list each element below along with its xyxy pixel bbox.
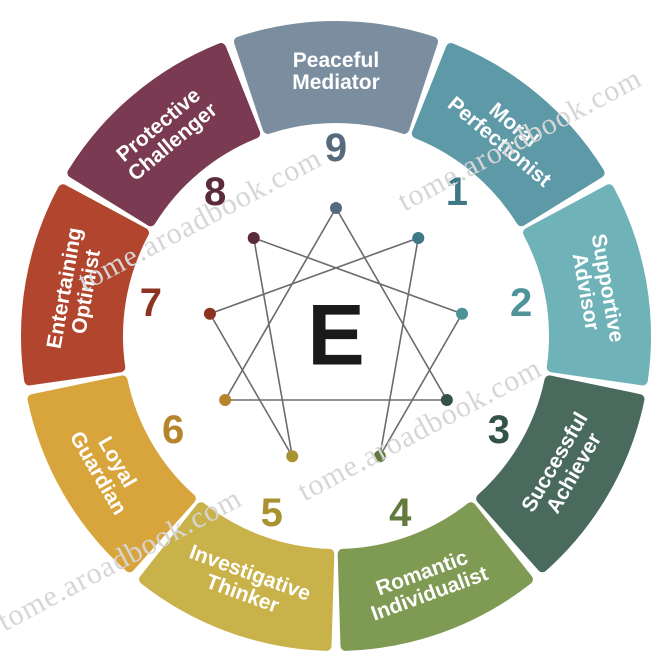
center-letter: E [307, 287, 364, 386]
segment-3 [481, 380, 639, 567]
segment-6 [32, 380, 190, 567]
segment-5 [144, 507, 329, 646]
enneagram-diagram: E Peaceful MediatorMoral PerfectionistSu… [0, 0, 672, 672]
point-7 [204, 308, 216, 320]
point-8 [248, 232, 260, 244]
segment-9 [239, 26, 433, 129]
point-1 [412, 232, 424, 244]
point-5 [286, 450, 298, 462]
segment-1 [417, 48, 600, 221]
point-9 [330, 202, 342, 214]
segment-2 [528, 189, 646, 380]
point-2 [456, 308, 468, 320]
segment-8 [72, 48, 255, 221]
segment-4 [343, 507, 528, 646]
point-4 [374, 450, 386, 462]
point-3 [441, 394, 453, 406]
segment-7 [26, 189, 144, 380]
point-6 [219, 394, 231, 406]
